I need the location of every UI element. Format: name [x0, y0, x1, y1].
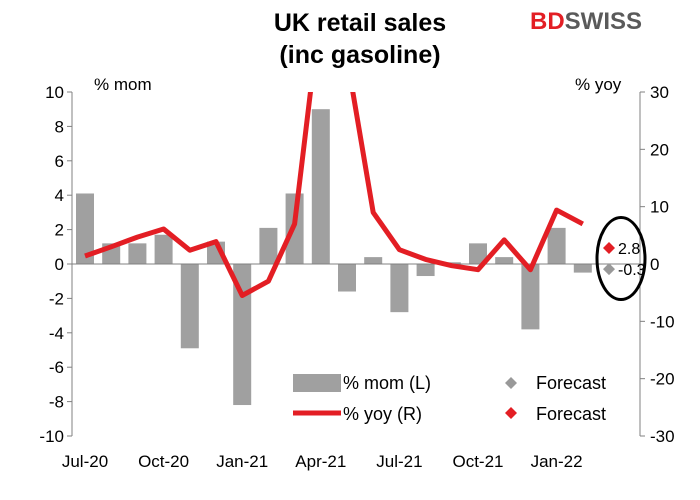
bar-mom — [521, 264, 540, 330]
legend-label-forecast-mom: Forecast — [536, 373, 607, 393]
bar-mom — [338, 264, 356, 292]
right-tick-label: 30 — [650, 83, 669, 102]
left-tick-label: 0 — [55, 255, 64, 274]
right-tick-label: 0 — [650, 255, 659, 274]
legend-label-forecast-yoy: Forecast — [536, 404, 607, 424]
legend-swatch-forecast-mom — [505, 377, 517, 389]
left-tick-label: -4 — [49, 324, 64, 343]
legend-label-mom: % mom (L) — [343, 373, 432, 393]
bar-mom — [364, 257, 383, 264]
x-tick-label: Jul-20 — [62, 452, 108, 471]
bar-mom — [469, 243, 487, 264]
forecast-yoy-marker — [603, 241, 615, 254]
right-tick-label: 10 — [650, 198, 669, 217]
bar-mom — [76, 193, 94, 264]
bar-mom — [573, 264, 592, 273]
left-tick-label: 4 — [55, 186, 64, 205]
left-tick-label: 6 — [55, 152, 64, 171]
logo-part-bd: BD — [530, 8, 565, 35]
right-tick-label: 20 — [650, 140, 669, 159]
bar-mom — [259, 227, 278, 264]
right-axis-title: % yoy — [575, 75, 622, 94]
bar-mom — [233, 264, 252, 406]
left-tick-label: 10 — [45, 83, 64, 102]
bar-mom — [495, 257, 514, 264]
left-tick-label: 8 — [55, 117, 64, 136]
left-tick-label: 2 — [55, 221, 64, 240]
bar-mom — [154, 234, 173, 264]
left-tick-label: -8 — [49, 393, 64, 412]
chart-title-line2: (inc gasoline) — [279, 41, 441, 69]
bar-mom — [416, 264, 435, 277]
line-yoy — [84, 92, 584, 298]
forecast-yoy-label: 2.8 — [618, 241, 640, 258]
bar-mom — [390, 264, 409, 313]
left-tick-label: -2 — [49, 289, 64, 308]
right-tick-label: -10 — [650, 312, 675, 331]
left-tick-label: -10 — [39, 427, 64, 446]
brand-logo: BDSWISS — [530, 8, 642, 36]
chart-title-line1: UK retail sales — [273, 9, 447, 37]
x-tick-label: Apr-21 — [295, 452, 346, 471]
bar-mom — [311, 109, 330, 264]
legend-swatch-forecast-yoy — [505, 407, 517, 419]
legend-label-yoy: % yoy (R) — [343, 404, 423, 424]
bar-mom — [547, 227, 566, 264]
bar-mom — [128, 243, 147, 264]
left-tick-label: -6 — [49, 358, 64, 377]
right-tick-label: -30 — [650, 427, 675, 446]
legend-swatch-mom — [293, 374, 341, 392]
x-tick-label: Oct-20 — [138, 452, 189, 471]
forecast-mom-label: -0.3 — [618, 262, 646, 279]
forecast-mom-marker — [603, 263, 615, 276]
x-tick-label: Oct-21 — [452, 452, 503, 471]
right-tick-label: -20 — [650, 370, 675, 389]
x-tick-label: Jan-21 — [216, 452, 268, 471]
x-tick-label: Jul-21 — [376, 452, 422, 471]
left-axis-title: % mom — [94, 75, 152, 94]
logo-part-swiss: SWISS — [564, 8, 643, 35]
bar-mom — [180, 264, 199, 349]
x-tick-label: Jan-22 — [531, 452, 583, 471]
forecast-highlight-circle — [595, 216, 647, 302]
